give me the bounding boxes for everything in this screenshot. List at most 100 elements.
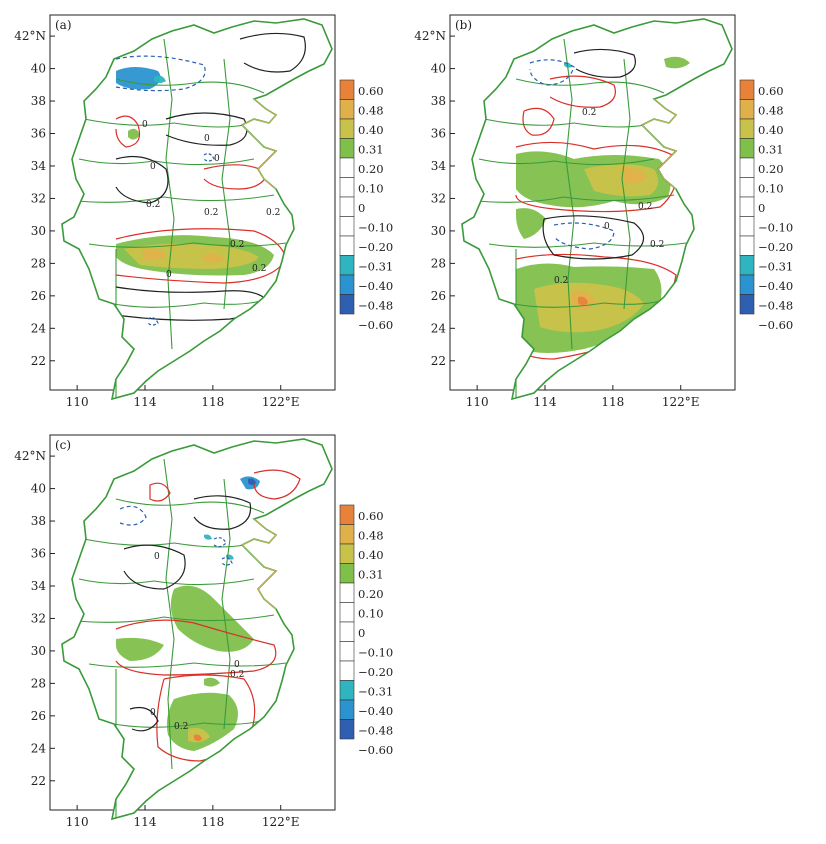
panel-b: 0.2 0.2 0.2 0 0.2 (b) 42°N 40 38 36 34 32 30 28 26 24 22… [414, 14, 736, 409]
lat-tick-label: 26 [31, 289, 46, 303]
shaded-area [116, 67, 161, 90]
contour-line [549, 75, 616, 108]
colorbar-label: 0.20 [358, 587, 384, 601]
colorbar-swatch [339, 504, 355, 525]
shaded-area [204, 253, 224, 263]
shaded-area [142, 248, 166, 261]
colorbar-swatch [339, 641, 355, 662]
colorbar-label: 0.60 [358, 84, 384, 98]
shaded-field [62, 19, 332, 399]
contour-label: 0.2 [554, 276, 568, 286]
shaded-field [62, 439, 332, 819]
lon-tick-label: 118 [201, 815, 224, 829]
map-frame [449, 14, 736, 391]
lon-tick-label: 110 [66, 395, 89, 409]
lat-tick-label: 40 [31, 482, 46, 496]
lat-tick-label: 28 [31, 676, 46, 690]
lat-tick-label: 30 [31, 224, 46, 238]
lat-tick-label: 24 [431, 321, 447, 335]
colorbar-label: 0.40 [758, 123, 784, 137]
region-background [62, 19, 332, 399]
lon-tick-label: 114 [134, 815, 157, 829]
contour-line [129, 706, 159, 732]
shaded-area [204, 677, 220, 687]
contour-label: 0 [166, 270, 172, 280]
colorbar-label: 0.31 [358, 567, 384, 581]
contour-label: 0 [214, 154, 220, 164]
colorbar-label: −0.31 [358, 684, 393, 698]
lon-tick-label: 114 [534, 395, 557, 409]
province-boundary [83, 538, 255, 548]
province-boundary [75, 614, 275, 623]
colorbar-label: −0.20 [358, 240, 393, 254]
colorbar-label: 0.10 [358, 606, 384, 620]
province-boundary [115, 498, 265, 514]
colorbar-swatch [339, 157, 355, 178]
coastline [641, 98, 677, 190]
lat-tick-label: 42°N [14, 29, 46, 43]
panel-label: (c) [55, 438, 71, 452]
colorbar-label: 0.31 [758, 142, 784, 156]
shaded-area [204, 534, 212, 540]
contour-line [253, 469, 301, 500]
colorbar-swatch [339, 699, 355, 720]
contour-line [239, 32, 306, 73]
panel-label: (b) [455, 18, 472, 32]
province-boundary [163, 458, 175, 770]
contour-line [147, 317, 159, 326]
colorbar-swatch [339, 118, 355, 139]
shaded-area [578, 296, 588, 305]
map-frame [49, 434, 336, 811]
colorbar-label: −0.60 [758, 318, 793, 332]
colorbar-label: 0.10 [758, 181, 784, 195]
province-boundary [163, 38, 175, 350]
panel-label: (a) [55, 18, 72, 32]
colorbar-label: 0.60 [358, 509, 384, 523]
shaded-area [194, 734, 202, 741]
contour-line [115, 115, 141, 148]
colorbar-swatch [339, 543, 355, 564]
lat-tick-label: 30 [431, 224, 446, 238]
lat-tick-label: 26 [31, 709, 46, 723]
colorbar-label: 0.10 [358, 181, 384, 195]
province-boundary [221, 58, 231, 310]
colorbar-swatch [339, 138, 355, 159]
lon-tick-label: 122°E [662, 395, 700, 409]
contour-line [115, 156, 169, 204]
lon-tick-label: 110 [466, 395, 489, 409]
colorbar-swatch [739, 255, 755, 276]
lat-tick-label: 36 [31, 127, 46, 141]
lat-tick-label: 22 [431, 354, 446, 368]
province-boundary [475, 194, 675, 203]
colorbar-label: −0.60 [358, 318, 393, 332]
lon-tick-label: 122°E [262, 395, 300, 409]
contour-label: 0.2 [204, 208, 218, 218]
province-boundary [488, 242, 687, 248]
colorbar-label: −0.10 [758, 220, 793, 234]
province-boundary [478, 158, 655, 166]
colorbar-swatch [339, 563, 355, 584]
colorbar: 0.60 0.48 0.40 0.31 0.20 0.10 0 −0.10 −0.20 −0.31… [339, 79, 393, 332]
coastline [241, 518, 277, 610]
colorbar-swatch [339, 294, 355, 315]
map-area: 0.200.200 [61, 438, 333, 820]
lat-tick-label: 32 [31, 191, 46, 205]
contour-line [115, 619, 277, 676]
contour-label: 0.2 [230, 670, 244, 680]
colorbar-swatch [339, 99, 355, 120]
lat-tick-label: 28 [431, 256, 446, 270]
contour-line [165, 112, 248, 146]
colorbar-label: −0.40 [358, 279, 393, 293]
shaded-area [620, 168, 648, 184]
province-boundary [483, 118, 655, 128]
colorbar-label: −0.20 [358, 665, 393, 679]
lat-tick-label: 22 [31, 354, 46, 368]
colorbar: 0.60 0.48 0.40 0.31 0.20 0.10 0 −0.10 −0.20 −0.31… [739, 79, 793, 332]
colorbar-label: 0 [358, 201, 365, 215]
shaded-area [166, 692, 238, 751]
province-boundary [78, 578, 255, 586]
contour-line [529, 59, 575, 86]
colorbar-swatch [339, 680, 355, 701]
colorbar-swatch [739, 274, 755, 295]
